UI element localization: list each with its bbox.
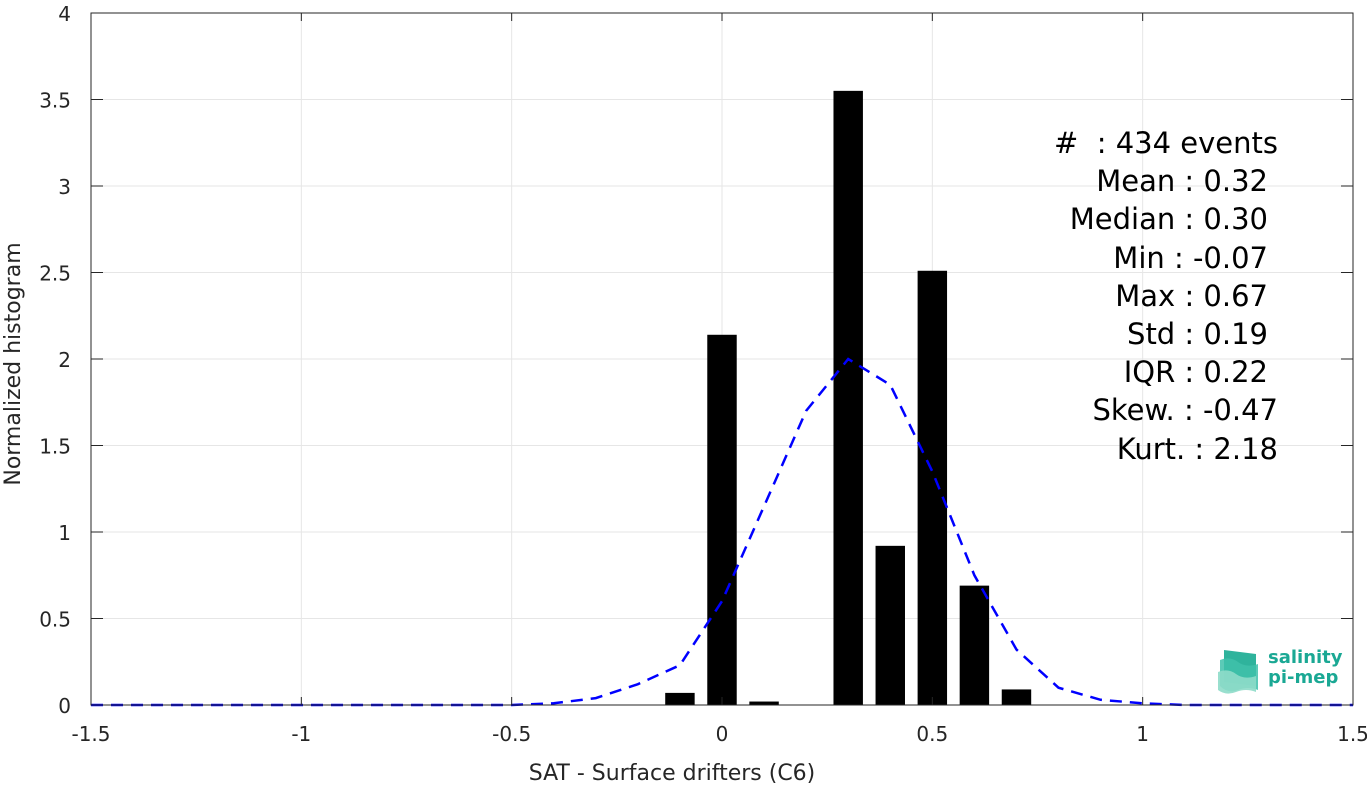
y-tick-label: 2 xyxy=(58,348,71,372)
histogram-bar xyxy=(833,90,863,706)
stat-events: # : 434 events xyxy=(1054,126,1278,160)
stat-kurt: Kurt. : 2.18 xyxy=(1116,431,1278,466)
stat-skew: Skew. : -0.47 xyxy=(1092,393,1278,428)
stat-max: Max : 0.67 xyxy=(1115,278,1268,313)
x-axis-ticks: -1.5 -1 -0.5 0 0.5 1 1.5 xyxy=(71,13,1367,746)
histogram-bar xyxy=(917,270,948,705)
histogram-bars xyxy=(665,90,1032,706)
y-tick-label: 0 xyxy=(58,694,71,718)
histogram-bar xyxy=(749,701,779,705)
stat-min: Min : -0.07 xyxy=(1113,240,1268,275)
y-axis-ticks: 0 0.5 1 1.5 2 2.5 3 3.5 4 xyxy=(39,2,1353,718)
y-axis-label: Normalized histogram xyxy=(1,242,26,485)
stat-std: Std : 0.19 xyxy=(1127,317,1268,352)
y-tick-label: 4 xyxy=(58,2,71,26)
y-tick-label: 3 xyxy=(58,175,71,199)
histogram-bar xyxy=(1001,689,1032,705)
logo-line-salinity: salinity xyxy=(1268,647,1343,668)
logo-line-pimep: pi-mep xyxy=(1268,667,1339,688)
stat-iqr: IQR : 0.22 xyxy=(1123,355,1268,390)
x-axis-label: SAT - Surface drifters (C6) xyxy=(529,761,816,785)
y-tick-label: 2.5 xyxy=(39,262,71,286)
x-tick-label: 0 xyxy=(716,722,729,746)
histogram-bar xyxy=(875,545,905,705)
stat-median: Median : 0.30 xyxy=(1069,202,1268,237)
x-tick-label: -1.5 xyxy=(71,722,110,746)
stat-mean: Mean : 0.32 xyxy=(1096,164,1268,199)
salinity-pimep-logo: salinity pi-mep xyxy=(1216,646,1346,694)
x-tick-label: -1 xyxy=(291,722,311,746)
histogram-bar xyxy=(707,334,737,705)
salinity-wave-icon xyxy=(1218,650,1258,694)
histogram-bar xyxy=(665,692,695,705)
y-tick-label: 1.5 xyxy=(39,435,71,459)
statistics-box: # : 434 events Mean : 0.32 Median : 0.30… xyxy=(960,124,1278,468)
x-tick-label: 1.5 xyxy=(1337,722,1367,746)
histogram-bar xyxy=(959,585,990,705)
y-tick-label: 3.5 xyxy=(39,89,71,113)
y-tick-label: 1 xyxy=(58,521,71,545)
x-tick-label: 0.5 xyxy=(916,722,948,746)
x-tick-label: 1 xyxy=(1136,722,1149,746)
y-tick-label: 0.5 xyxy=(39,608,71,632)
grid-lines xyxy=(90,12,1354,706)
x-tick-label: -0.5 xyxy=(492,722,531,746)
